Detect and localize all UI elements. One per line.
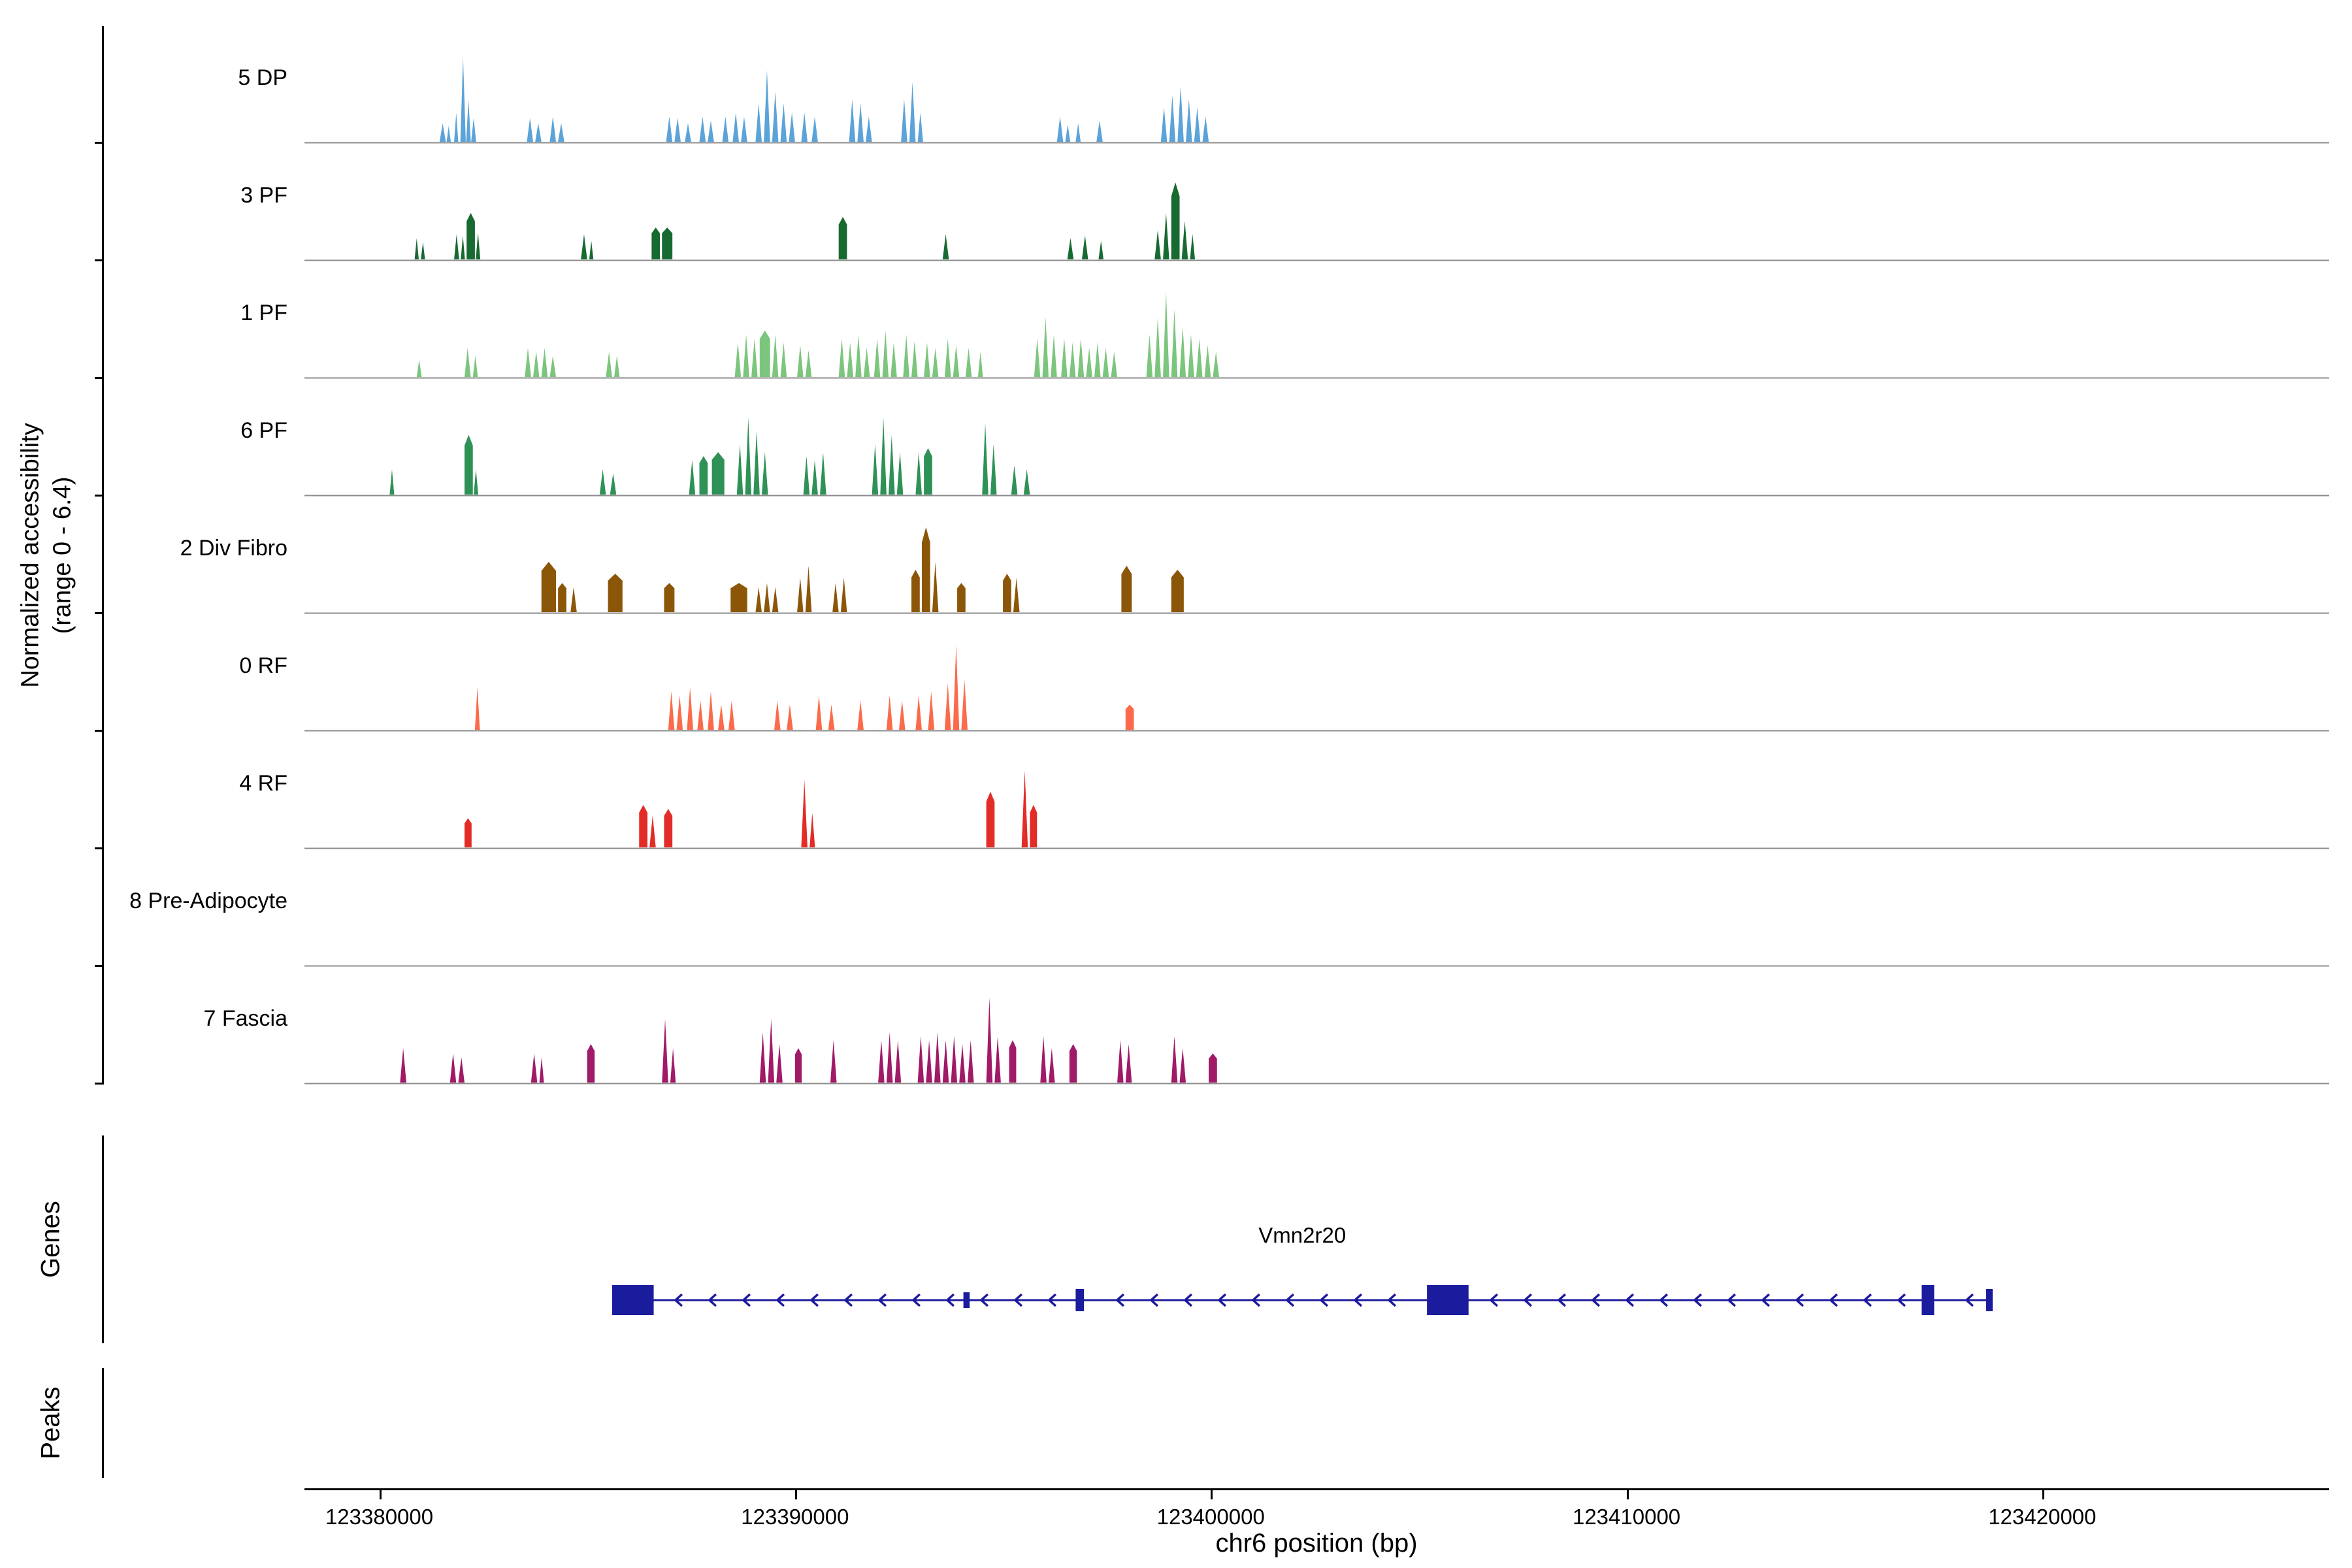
track-8-pre-adipocyte: 8 Pre-Adipocyte — [0, 849, 2352, 967]
x-axis-tick-label: 123410000 — [1572, 1505, 1681, 1529]
tracks-axis-line — [102, 26, 104, 1085]
track-signal — [304, 292, 2329, 379]
x-axis-tick — [1626, 1490, 1629, 1499]
track-7-fascia: 7 Fascia — [0, 967, 2352, 1085]
gene-model — [612, 1285, 1993, 1315]
x-axis: 123380000 123390000 123400000 123410000 1234… — [304, 1488, 2329, 1529]
peaks-section-label: Peaks — [36, 1386, 65, 1460]
track-6-pf: 6 PF — [0, 379, 2352, 497]
track-signal — [304, 770, 2329, 849]
track-2-div-fibro: 2 Div Fibro — [0, 497, 2352, 614]
track-label: 8 Pre-Adipocyte — [129, 889, 287, 913]
track-label: 0 RF — [239, 653, 287, 678]
y-axis-tick — [95, 377, 103, 379]
track-3-pf: 3 PF — [0, 144, 2352, 261]
x-axis-tick — [794, 1490, 797, 1499]
gene-name-label: Vmn2r20 — [1258, 1223, 1347, 1247]
track-label: 1 PF — [240, 301, 287, 325]
x-axis-tick — [2042, 1490, 2044, 1499]
track-0-rf: 0 RF — [0, 614, 2352, 732]
x-axis-tick — [379, 1490, 382, 1499]
track-signal — [304, 527, 2329, 614]
track-signal — [304, 57, 2329, 144]
y-axis-tick — [95, 612, 103, 614]
track-label: 3 PF — [240, 183, 287, 208]
track-signal — [304, 645, 2329, 732]
genes-section-label: Genes — [36, 1201, 65, 1278]
track-signal — [304, 998, 2329, 1085]
x-axis-tick-label: 123380000 — [325, 1505, 434, 1529]
y-axis-tick — [95, 259, 103, 261]
track-label: 5 DP — [238, 65, 287, 90]
y-axis-tick — [95, 1083, 103, 1085]
track-label: 6 PF — [240, 418, 287, 443]
track-4-rf: 4 RF — [0, 732, 2352, 849]
track-label: 7 Fascia — [203, 1006, 288, 1031]
y-axis-tick — [95, 142, 103, 144]
x-axis-title: chr6 position (bp) — [1215, 1529, 1418, 1558]
peaks-axis-line — [102, 1368, 104, 1478]
track-signal — [304, 965, 2329, 967]
y-axis-tick — [95, 847, 103, 849]
track-label: 4 RF — [239, 771, 287, 796]
track-1-pf: 1 PF — [0, 261, 2352, 379]
x-axis-tick — [1211, 1490, 1213, 1499]
y-axis-tick — [95, 730, 103, 732]
x-axis-tick-label: 123420000 — [1988, 1505, 2097, 1529]
track-label: 2 Div Fibro — [180, 536, 287, 561]
track-5-dp: 5 DP — [0, 26, 2352, 144]
track-signal — [304, 182, 2329, 261]
x-axis-tick-label: 123390000 — [741, 1505, 849, 1529]
y-axis-tick — [95, 965, 103, 967]
accessibility-tracks: 5 DP 3 PF 1 PF 6 PF 2 Div Fibro 0 RF 4 RF 8 Pre… — [0, 26, 2352, 1085]
genes-axis-line — [102, 1135, 104, 1343]
y-axis-tick — [95, 495, 103, 497]
x-axis-tick-label: 123400000 — [1156, 1505, 1265, 1529]
track-signal — [304, 417, 2329, 497]
